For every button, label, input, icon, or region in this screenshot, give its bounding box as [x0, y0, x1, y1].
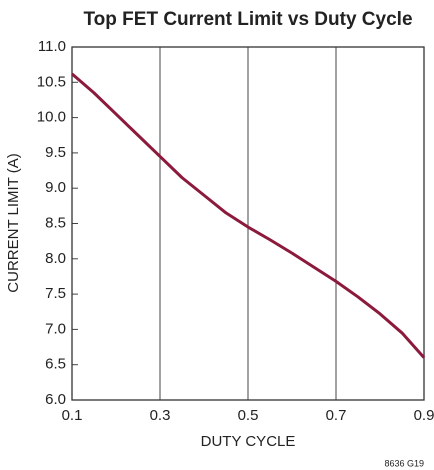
x-axis-label: DUTY CYCLE: [201, 433, 296, 450]
x-tick-label: 0.7: [326, 407, 347, 424]
y-axis-label: CURRENT LIMIT (A): [5, 153, 22, 292]
plot-frame: [71, 46, 425, 401]
data-line: [71, 72, 426, 359]
y-tick-label: 7.0: [45, 320, 66, 337]
y-tick-label: 11.0: [38, 38, 66, 55]
y-tick-label: 7.5: [45, 285, 66, 302]
y-tick-label: 9.5: [45, 144, 66, 161]
figure-note: 8636 G19: [384, 458, 424, 468]
y-tick-label: 8.5: [45, 214, 66, 231]
y-tick-label: 6.0: [45, 391, 66, 408]
x-tick-label: 0.9: [414, 407, 434, 424]
x-tick-label: 0.5: [238, 407, 259, 424]
y-tick-label: 8.0: [45, 250, 66, 267]
chart-title: Top FET Current Limit vs Duty Cycle: [83, 9, 412, 30]
x-tick-label: 0.3: [150, 407, 171, 424]
y-tick-label: 10.0: [37, 109, 66, 126]
y-tick-label: 10.5: [37, 73, 66, 90]
x-tick-label: 0.1: [62, 407, 83, 424]
y-tick-label: 6.5: [45, 356, 66, 373]
y-tick-label: 9.0: [45, 179, 66, 196]
